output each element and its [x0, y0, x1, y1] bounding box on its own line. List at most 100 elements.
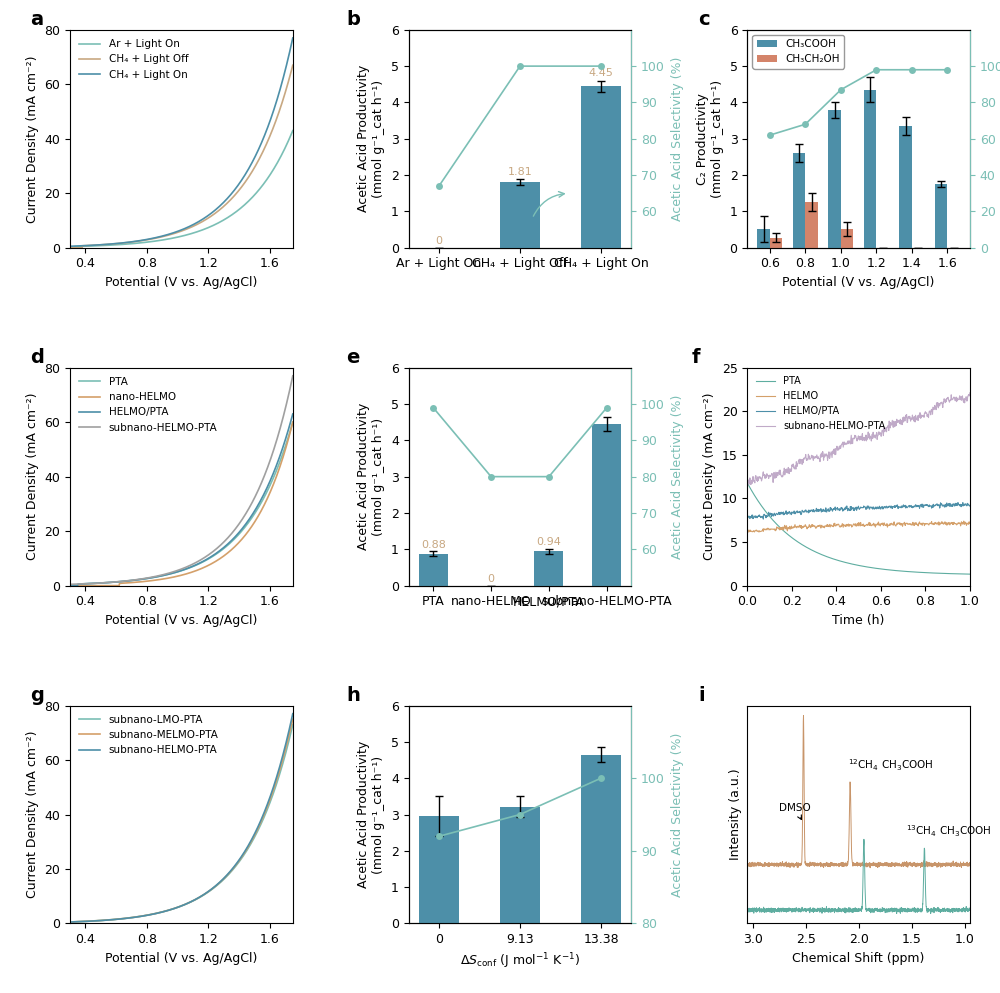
PTA [281, 434, 293, 446]
Line: subnano-HELMO-PTA: subnano-HELMO-PTA [747, 392, 970, 486]
HELMO [741, 524, 753, 536]
HELMO [924, 517, 936, 529]
HELMO/PTA [171, 566, 183, 578]
HELMO/PTA [960, 497, 972, 509]
HELMO/PTA [847, 504, 859, 516]
CH₄ + Light Off [170, 227, 182, 239]
Ar + Light On [247, 191, 259, 203]
HELMO [849, 518, 861, 530]
Bar [770, 237, 782, 248]
PTA [862, 561, 874, 573]
nano-HELMO [197, 562, 209, 574]
subnano-LMO-PTA [247, 835, 259, 847]
subnano-HELMO-PTA [171, 902, 183, 914]
CH₄ + Light Off [287, 60, 299, 71]
Y-axis label: Acetic Acid Selectivity (%): Acetic Acid Selectivity (%) [671, 57, 684, 221]
Text: 0.88: 0.88 [421, 539, 446, 550]
Line: nano-HELMO: nano-HELMO [70, 422, 293, 586]
CH₄ + Light Off [281, 79, 293, 91]
HELMO [743, 526, 755, 538]
HELMO/PTA [64, 580, 76, 592]
HELMO [958, 515, 970, 527]
Line: HELMO: HELMO [747, 521, 970, 532]
HELMO/PTA [964, 499, 976, 511]
Legend: CH₃COOH, CH₃CH₂OH: CH₃COOH, CH₃CH₂OH [752, 35, 844, 69]
subnano-HELMO-PTA [959, 393, 971, 405]
Text: DMSO: DMSO [779, 802, 811, 819]
Text: h: h [346, 686, 360, 705]
subnano-HELMO-PTA [64, 580, 76, 592]
subnano-HELMO-PTA [281, 731, 293, 743]
PTA [741, 477, 753, 489]
CH₄ + Light On [185, 220, 197, 232]
PTA [197, 556, 209, 568]
nano-HELMO [247, 519, 259, 531]
Legend: Ar + Light On, CH₄ + Light Off, CH₄ + Light On: Ar + Light On, CH₄ + Light Off, CH₄ + Li… [75, 35, 192, 83]
Bar [841, 228, 853, 248]
subnano-HELMO-PTA [64, 918, 76, 929]
PTA [247, 510, 259, 522]
HELMO/PTA [287, 408, 299, 420]
Text: $^{12}$CH$_4$ CH$_3$COOH: $^{12}$CH$_4$ CH$_3$COOH [848, 758, 933, 773]
HELMO/PTA [849, 502, 861, 514]
subnano-HELMO-PTA [287, 369, 299, 381]
Ar + Light On [185, 227, 197, 239]
HELMO/PTA [924, 500, 936, 512]
CH₄ + Light On [247, 156, 259, 168]
subnano-HELMO-PTA [185, 559, 197, 571]
subnano-LMO-PTA [197, 890, 209, 902]
nano-HELMO [185, 567, 197, 579]
CH₄ + Light On [197, 213, 209, 225]
Text: 0: 0 [488, 574, 495, 584]
Text: g: g [30, 686, 44, 705]
Bar [500, 806, 540, 923]
X-axis label: Potential (V vs. Ag/AgCl): Potential (V vs. Ag/AgCl) [782, 276, 935, 289]
Line: subnano-HELMO-PTA: subnano-HELMO-PTA [70, 714, 293, 923]
Ar + Light On [64, 242, 76, 254]
Line: PTA: PTA [70, 422, 293, 586]
Y-axis label: Acetic Acid Selectivity (%): Acetic Acid Selectivity (%) [671, 394, 684, 559]
Y-axis label: Acetic Acid Productivity
(mmol g⁻¹_cat h⁻¹): Acetic Acid Productivity (mmol g⁻¹_cat h… [357, 403, 385, 550]
Bar [419, 554, 448, 586]
subnano-HELMO-PTA [847, 432, 859, 444]
Text: a: a [30, 11, 43, 30]
Line: Ar + Light On: Ar + Light On [70, 131, 293, 248]
Bar [757, 228, 770, 248]
HELMO [964, 516, 976, 528]
PTA [848, 559, 860, 571]
Line: CH₄ + Light Off: CH₄ + Light Off [70, 66, 293, 248]
subnano-MELMO-PTA [170, 902, 182, 914]
PTA [874, 563, 886, 575]
HELMO [847, 518, 859, 530]
Bar [935, 184, 947, 248]
X-axis label: Potential (V vs. Ag/AgCl): Potential (V vs. Ag/AgCl) [105, 276, 258, 289]
HELMO/PTA [741, 510, 753, 522]
subnano-LMO-PTA [281, 741, 293, 753]
Line: HELMO/PTA: HELMO/PTA [747, 502, 970, 519]
Legend: PTA, nano-HELMO, HELMO/PTA, subnano-HELMO-PTA: PTA, nano-HELMO, HELMO/PTA, subnano-HELM… [75, 372, 221, 437]
HELMO/PTA [862, 501, 874, 513]
X-axis label: Chemical Shift (ppm): Chemical Shift (ppm) [792, 951, 925, 965]
Y-axis label: Acetic Acid Productivity
(mmol g⁻¹_cat h⁻¹): Acetic Acid Productivity (mmol g⁻¹_cat h… [357, 66, 385, 213]
Text: $^{13}$CH$_4$ CH$_3$COOH: $^{13}$CH$_4$ CH$_3$COOH [906, 823, 992, 839]
Bar [864, 89, 876, 248]
subnano-MELMO-PTA [287, 713, 299, 725]
Bar [500, 182, 540, 248]
Y-axis label: Acetic Acid Productivity
(mmol g⁻¹_cat h⁻¹): Acetic Acid Productivity (mmol g⁻¹_cat h… [357, 741, 385, 888]
Legend: subnano-LMO-PTA, subnano-MELMO-PTA, subnano-HELMO-PTA: subnano-LMO-PTA, subnano-MELMO-PTA, subn… [75, 711, 223, 760]
HELMO [862, 518, 874, 530]
PTA [959, 568, 971, 580]
Ar + Light On [281, 137, 293, 149]
CH₄ + Light On [170, 226, 182, 238]
PTA [171, 566, 183, 578]
Bar [581, 755, 621, 923]
HELMO/PTA [952, 496, 964, 508]
CH₄ + Light On [287, 32, 299, 44]
HELMO/PTA [874, 501, 886, 513]
Bar [793, 153, 805, 248]
subnano-LMO-PTA [170, 902, 182, 914]
Ar + Light On [197, 223, 209, 235]
subnano-HELMO-PTA [862, 426, 874, 438]
CH₄ + Light On [171, 225, 183, 237]
nano-HELMO [281, 437, 293, 449]
